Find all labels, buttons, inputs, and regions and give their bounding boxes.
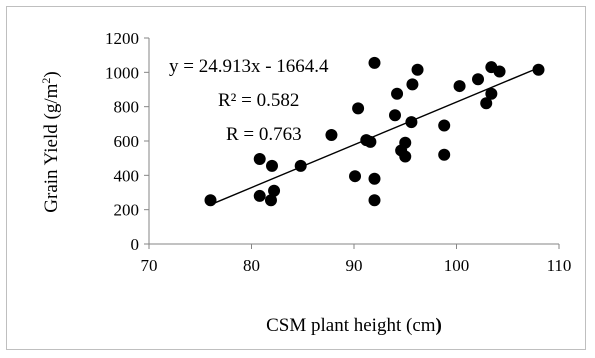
data-point	[438, 148, 451, 161]
data-point	[438, 119, 451, 132]
data-point	[368, 56, 381, 69]
data-point	[264, 194, 277, 207]
y-axis-title: Grain Yield (g/m2)	[39, 71, 62, 212]
trendline-equation: y = 24.913x - 1664.4	[169, 56, 329, 77]
data-point	[368, 172, 381, 185]
data-point	[389, 109, 401, 122]
data-point	[325, 128, 338, 141]
data-point	[368, 194, 381, 207]
x-axis-title: CSM plant height (cm)	[266, 315, 442, 336]
y-axis: 0 200 400 600 800 1000 1200	[105, 29, 150, 254]
trendline-annotations: y = 24.913x - 1664.4 R² = 0.582 R = 0.76…	[169, 56, 329, 145]
y-tick-label: 1200	[105, 29, 139, 48]
x-tick-label: 90	[346, 256, 363, 275]
data-point	[485, 87, 498, 100]
data-point	[453, 80, 466, 93]
x-axis: 70 80 90 100 110	[141, 243, 572, 275]
data-point	[399, 150, 412, 163]
data-point	[405, 116, 418, 129]
data-point	[493, 65, 506, 78]
data-point	[411, 63, 424, 76]
data-point	[399, 136, 412, 149]
y-tick-label: 0	[131, 235, 140, 254]
y-tick-label: 1000	[105, 63, 139, 82]
trendline-r: R = 0.763	[226, 124, 302, 145]
data-point	[406, 78, 419, 91]
y-tick-label: 600	[114, 132, 140, 151]
x-tick-label: 70	[141, 256, 158, 275]
trendline-group	[210, 67, 539, 206]
data-point	[532, 63, 545, 76]
x-tick-label: 100	[444, 256, 470, 275]
trendline-r-squared: R² = 0.582	[218, 90, 299, 111]
data-point	[253, 153, 266, 166]
data-point	[480, 97, 493, 110]
data-point	[352, 102, 365, 115]
data-point	[268, 184, 281, 197]
data-point	[294, 159, 307, 172]
data-point	[472, 73, 485, 86]
x-tick-label: 110	[547, 256, 572, 275]
x-tick-label: 80	[243, 256, 260, 275]
trendline	[210, 67, 539, 206]
y-tick-label: 400	[114, 166, 140, 185]
data-point	[253, 189, 266, 202]
data-points	[204, 56, 545, 207]
data-point	[364, 135, 377, 148]
data-point	[349, 170, 362, 183]
data-point	[266, 159, 278, 172]
data-point	[391, 87, 404, 100]
y-tick-label: 800	[114, 98, 140, 117]
y-tick-label: 200	[114, 201, 140, 220]
data-point	[204, 194, 217, 207]
